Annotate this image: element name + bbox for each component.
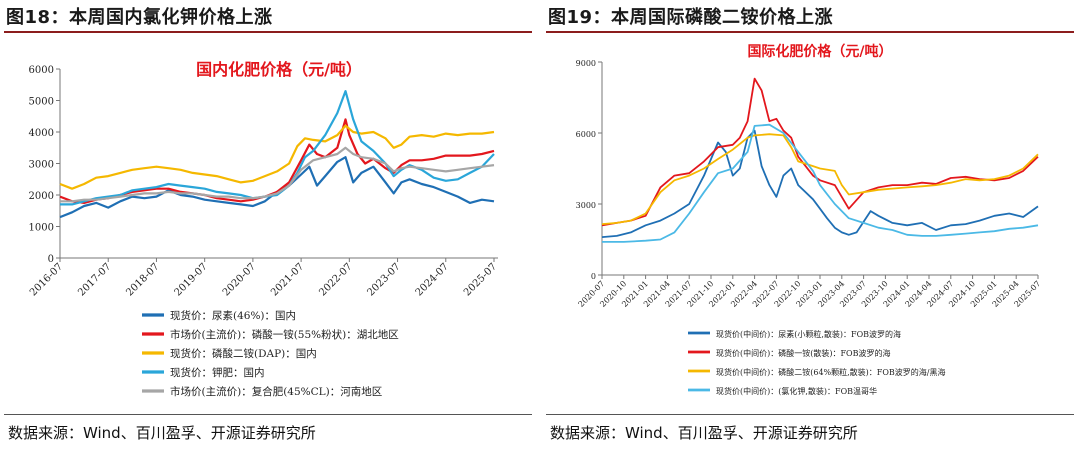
international-fertilizer-chart: 国际化肥价格（元/吨）03000600090002020-072020-1020…	[576, 43, 1043, 396]
x-tick-label: 2024-07	[414, 261, 451, 298]
legend-label: 现货价(中间价)：(氯化钾,散装)：FOB温哥华	[716, 386, 877, 396]
source-note: 数据来源：Wind、百川盈孚、开源证券研究所	[550, 424, 858, 442]
series-line-2	[59, 118, 495, 204]
y-tick-label: 2000	[29, 191, 54, 202]
x-tick-label: 2019-07	[173, 261, 210, 298]
legend-label: 现货价(中间价)：尿素(小颗粒,散装)：FOB波罗的海	[716, 329, 901, 339]
x-tick-label: 2016-07	[28, 261, 65, 298]
series-line-4	[602, 123, 1039, 243]
x-tick-label: 2025-07	[462, 261, 499, 298]
x-tick-label: 2018-07	[124, 261, 161, 298]
y-tick-label: 9000	[576, 59, 596, 68]
chart-title: 国内化肥价格（元/吨）	[196, 60, 362, 79]
series-line-3	[59, 124, 495, 190]
y-tick-label: 5000	[29, 97, 54, 108]
right-figure: 图19：本周国际磷酸二铵价格上涨 国际化肥价格（元/吨） 0 3000 6000 900…	[542, 0, 1080, 449]
legend-label: 市场价(主流价)：复合肥(45%CL)：河南地区	[170, 385, 382, 398]
legend-label: 现货价：钾肥：国内	[170, 366, 265, 379]
y-tick-label: 0	[48, 254, 54, 265]
left-figure: 图18：本周国内氯化钾价格上涨 国内化肥价格（元/吨） 0 1000 2000 3000…	[0, 0, 538, 449]
legend-label: 市场价(主流价)：磷酸一铵(55%粉状)：湖北地区	[170, 328, 399, 341]
source-rule	[546, 414, 1074, 415]
series-line-1	[59, 156, 495, 219]
domestic-fertilizer-chart: 国内化肥价格（元/吨） 0 1000 2000 3000 4000 5000 6000 2016…	[28, 60, 499, 398]
legend-label: 现货价：尿素(46%)：国内	[170, 309, 296, 322]
source-rule	[4, 414, 532, 415]
figure-title: 图18：本周国内氯化钾价格上涨	[6, 7, 273, 28]
series-line-5	[60, 146, 495, 203]
y-tick-label: 1000	[29, 223, 54, 234]
series-line-4	[60, 90, 495, 206]
x-tick-label: 2020-07	[221, 261, 258, 298]
figure-title: 图19：本周国际磷酸二铵价格上涨	[548, 7, 834, 28]
title-rule	[546, 31, 1074, 33]
series-line-1	[601, 129, 1039, 238]
x-tick-label: 2023-07	[366, 261, 403, 298]
title-rule	[4, 31, 532, 33]
x-tick-label: 2017-07	[76, 261, 113, 298]
x-tick-label: 2022-07	[317, 261, 354, 298]
y-tick-label: 6000	[576, 130, 596, 139]
y-tick-label: 4000	[29, 128, 54, 139]
y-tick-label: 3000	[29, 160, 54, 171]
legend-label: 现货价：磷酸二铵(DAP)：国内	[170, 347, 317, 360]
y-tick-label: 3000	[576, 201, 596, 210]
series-line-3	[601, 133, 1039, 225]
y-tick-label: 0	[591, 272, 596, 281]
chart-title: 国际化肥价格（元/吨）	[747, 43, 892, 60]
legend-label: 现货价(中间价)：磷酸一铵(散装)：FOB波罗的海	[716, 348, 890, 358]
source-note: 数据来源：Wind、百川盈孚、开源证券研究所	[8, 424, 316, 442]
y-tick-label: 6000	[29, 65, 54, 76]
series-line-2	[601, 77, 1039, 227]
legend-label: 现货价(中间价)：磷酸二铵(64%颗粒,散装)：FOB波罗的海/黑海	[716, 367, 946, 377]
x-tick-label: 2021-07	[269, 261, 306, 298]
